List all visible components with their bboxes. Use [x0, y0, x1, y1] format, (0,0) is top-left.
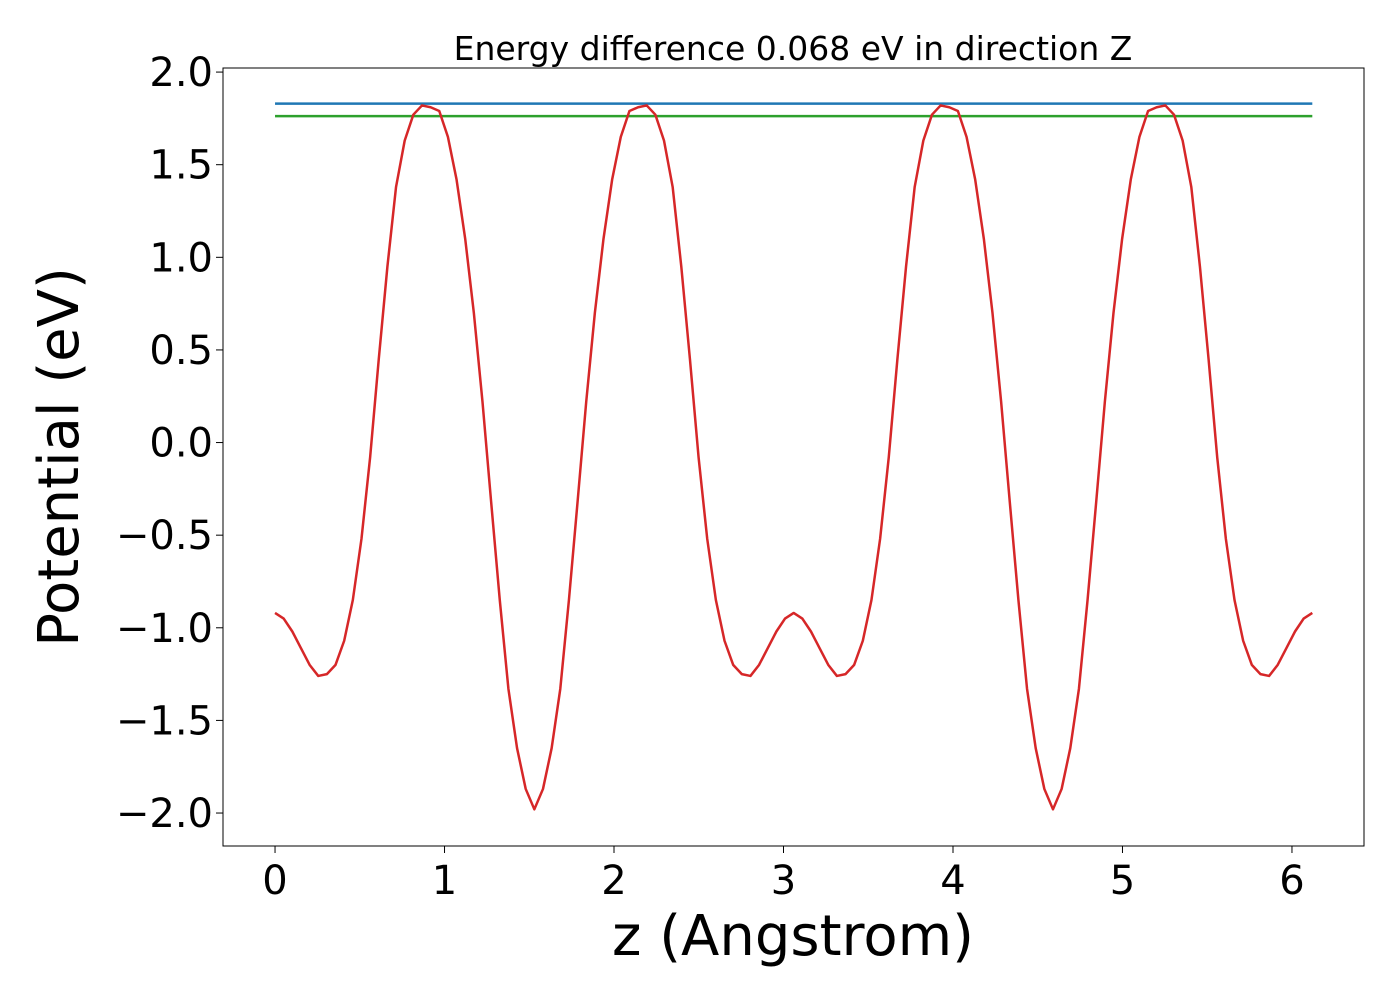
y-tick-label: −1.0	[116, 606, 213, 652]
y-axis-label: Potential (eV)	[27, 267, 92, 647]
x-tick-label: 2	[601, 858, 626, 904]
x-tick-label: 1	[432, 858, 457, 904]
y-tick-label: 0.5	[149, 328, 213, 374]
line-series	[274, 104, 1313, 811]
y-tick-label: 1.0	[149, 235, 213, 281]
y-tick-label: 0.0	[149, 421, 213, 467]
x-tick-label: 4	[940, 858, 965, 904]
plot-frame	[222, 67, 1365, 847]
y-tick-label: −1.5	[116, 698, 213, 744]
x-tick-label: 5	[1110, 858, 1135, 904]
x-axis-label: z (Angstrom)	[612, 904, 974, 969]
x-tick-label: 3	[771, 858, 796, 904]
y-tick-label: −2.0	[116, 791, 213, 837]
y-tick-label: 2.0	[149, 50, 213, 96]
y-tick-label: 1.5	[149, 143, 213, 189]
y-tick-label: −0.5	[116, 513, 213, 559]
chart-title: Energy difference 0.068 eV in direction …	[454, 29, 1133, 68]
x-tick-label: 0	[262, 858, 287, 904]
x-tick-label: 6	[1279, 858, 1304, 904]
